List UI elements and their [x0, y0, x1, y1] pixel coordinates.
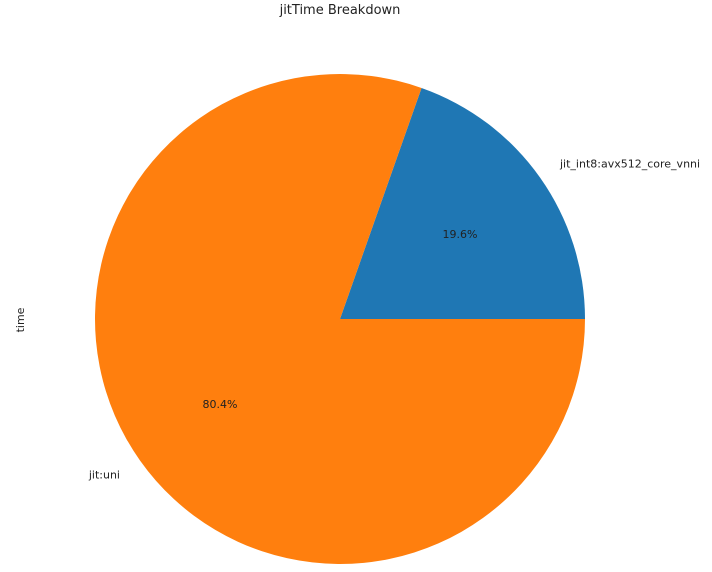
- pie-slice-label-2: jit:uni: [88, 469, 120, 482]
- pie-slices: [94, 74, 585, 564]
- y-axis-label: time: [14, 307, 27, 332]
- pie-slice-1: [340, 87, 585, 319]
- pie-slice-label-1: jit_int8:avx512_core_vnni: [559, 157, 700, 170]
- pie-slice-percent-2: 80.4%: [203, 398, 238, 411]
- pie-slice-2: [94, 74, 585, 564]
- pie-labels: 19.6% jit_int8:avx512_core_vnni 80.4% jit:u…: [88, 157, 700, 481]
- pie-slice-percent-1: 19.6%: [443, 228, 478, 241]
- chart-title: jitTime Breakdown: [279, 3, 401, 18]
